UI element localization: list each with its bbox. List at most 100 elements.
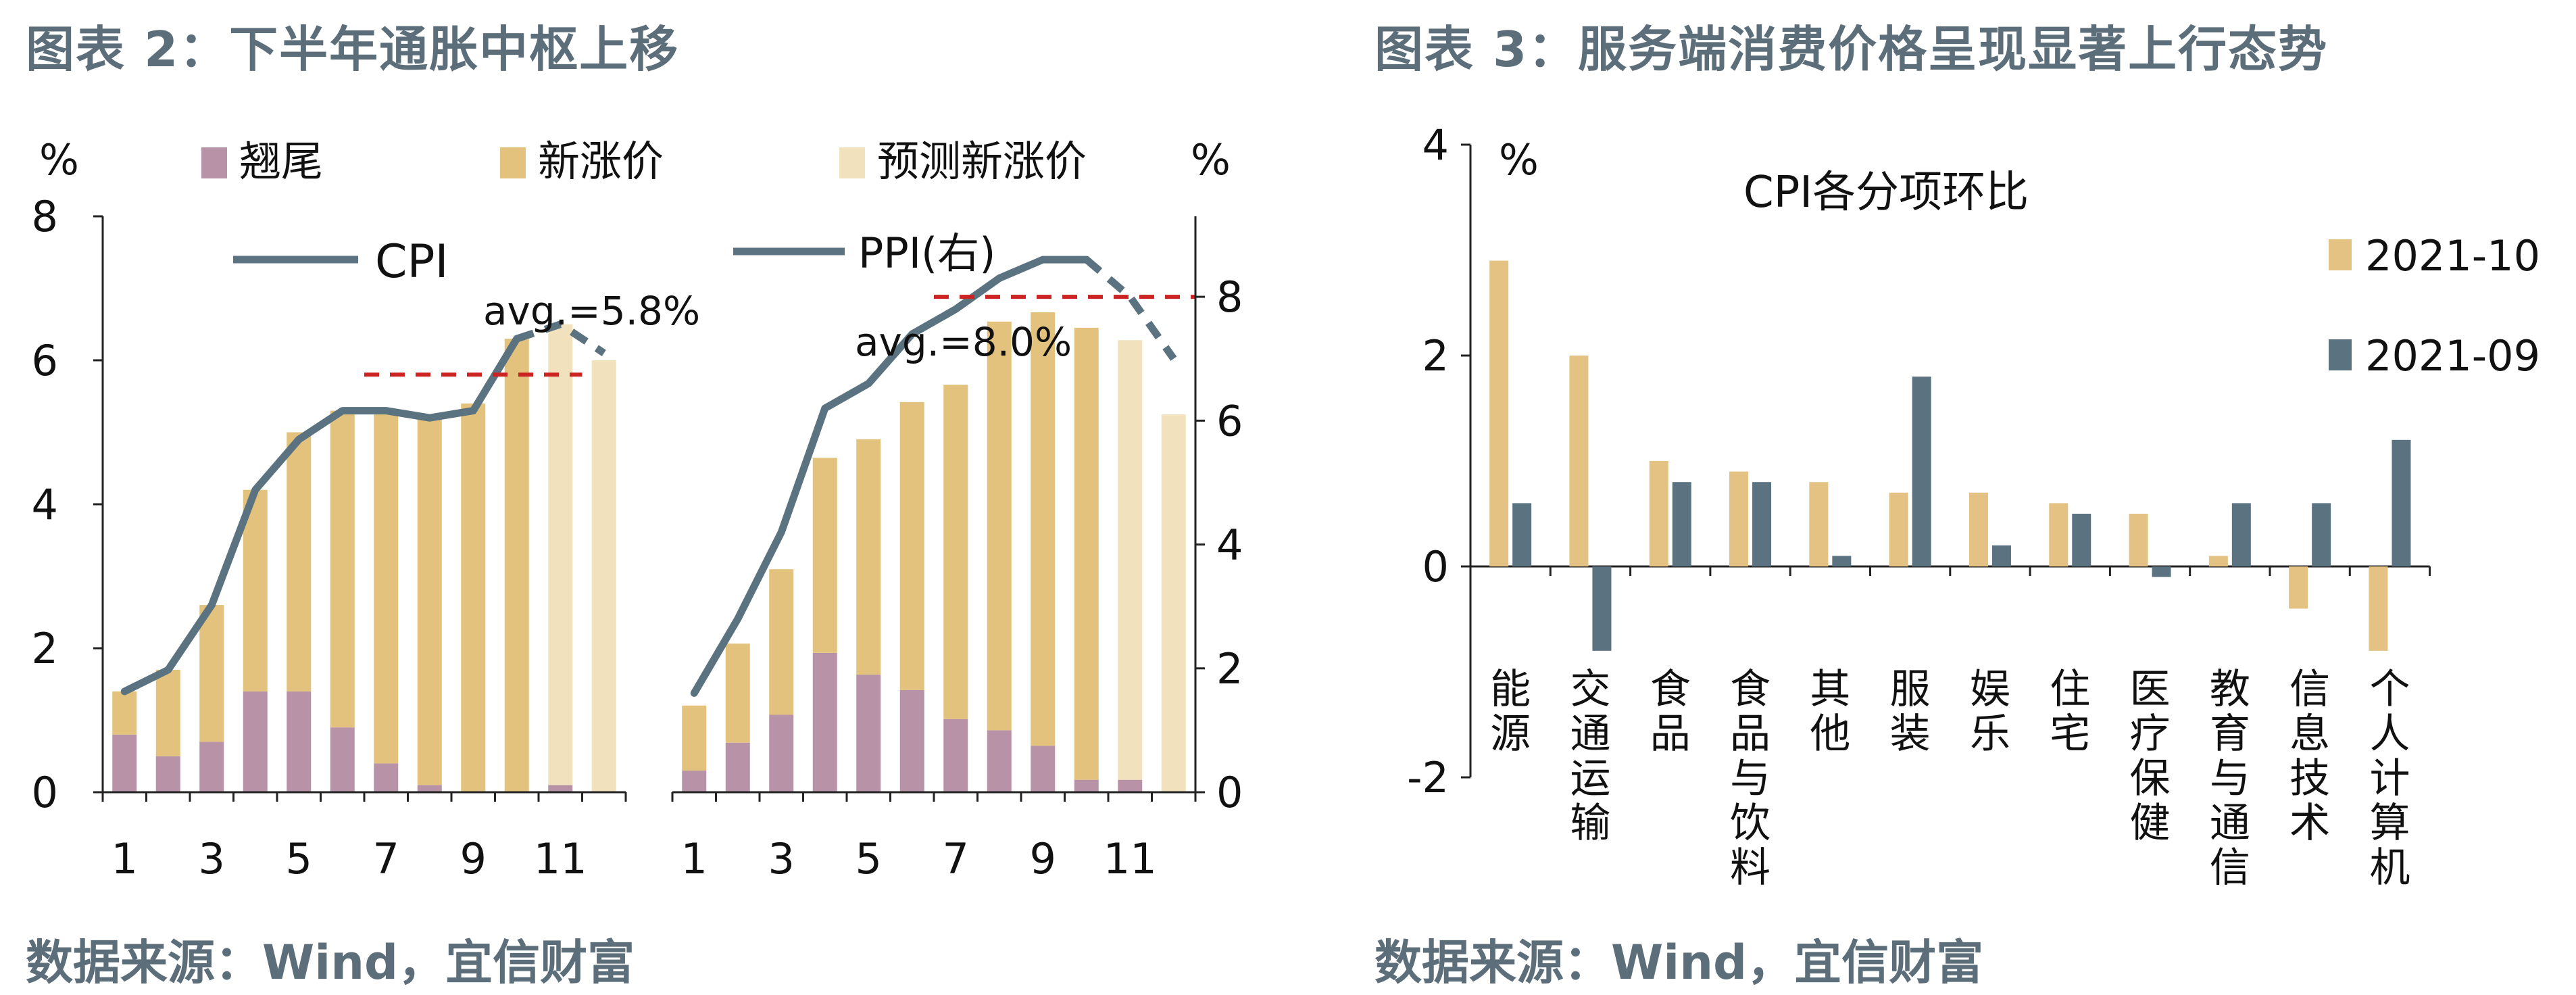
mom-bar-2021-10-娱乐 [1968,492,1988,566]
legend-swatch-翘尾 [201,147,227,178]
mom-category-label-char: 服 [1890,666,1931,713]
mom-category-label-char: 宅 [2050,710,2090,758]
mom-category-label-char: 乐 [1970,710,2010,758]
ppi-x-tick-label: 1 [681,834,708,883]
mom-category-label-char: 健 [2130,800,2171,847]
mom-category-label-char: 信 [2210,844,2250,892]
ppi-bar-翘尾-3 [769,714,794,792]
cpi-bar-新涨价-3 [199,605,224,742]
mom-bar-2021-09-食品与饮料 [1752,482,1772,566]
mom-bar-2021-09-个人计算机 [2392,439,2411,566]
cpi-y-tick-label: 8 [32,192,58,241]
ppi-bar-翘尾-2 [725,742,750,792]
legend-label-预测新涨价: 预测新涨价 [877,137,1087,186]
cpi-bar-翘尾-2 [155,756,180,792]
ppi-series-line [690,256,1091,697]
mom-legend-swatch-2021-10 [2329,239,2352,270]
cpi-bar-新涨价-4 [243,489,268,691]
mom-bar-2021-10-食品与饮料 [1729,471,1749,566]
ppi-bar-新涨价-9 [1031,312,1056,746]
cpi-y-tick-label: 4 [32,480,58,529]
cpi-bar-翘尾-8 [417,785,442,792]
cpi-bar-翘尾-11 [548,785,573,792]
ppi-y-unit: % [1191,135,1231,185]
mom-bar-2021-10-其他 [1809,482,1829,566]
mom-category-label-char: 机 [2369,844,2410,892]
ppi-bar-新涨价-3 [769,569,794,715]
mom-category-label-char: 技 [2289,755,2330,802]
mom-category-label-char: 源 [1490,710,1531,758]
mom-bar-2021-10-交通运输 [1569,356,1589,566]
ppi-bar-翘尾-8 [987,730,1012,792]
cpi-bar-新涨价-2 [155,669,180,756]
mom-category-label-char: 其 [1810,666,1850,713]
mom-y-unit: % [1499,135,1539,185]
ppi-bar-翘尾-5 [856,674,881,792]
ppi-y-tick-label: 0 [1216,768,1243,817]
cpi-bar-新涨价-8 [417,418,442,785]
ppi-y-tick-label: 2 [1216,644,1243,694]
ppi-bar-新涨价-6 [899,402,924,690]
mom-y-tick-label: -2 [1407,753,1449,802]
cpi-bar-翘尾-4 [243,691,268,792]
mom-bar-2021-09-教育与通信 [2231,503,2251,566]
mom-category-label-char: 饮 [1730,800,1770,847]
ppi-x-tick-label: 5 [856,834,882,883]
cpi-bar-新涨价-6 [330,410,355,728]
ppi-x-tick-label: 7 [943,834,969,883]
ppi-bar-翘尾-6 [899,689,924,792]
mom-category-label-char: 输 [1570,800,1610,847]
legend-label-新涨价: 新涨价 [538,137,664,186]
mom-category-label-char: 信 [2289,666,2330,713]
left-figure-title: 图表 2：下半年通胀中枢上移 [26,21,680,78]
cpi-bar-新涨价-5 [287,432,312,691]
mom-category-label-char: 交 [1570,666,1610,713]
ppi-bar-新涨价-1 [682,705,707,771]
mom-bar-2021-09-娱乐 [1991,545,2011,566]
ppi-bar-预测新涨价-12 [1161,414,1186,792]
mom-bar-2021-10-住宅 [2049,503,2069,566]
mom-bar-2021-10-服装 [1889,492,1908,566]
mom-bar-2021-10-能源 [1489,260,1509,566]
mom-category-label-char: 运 [1570,755,1610,802]
cpi-bar-预测新涨价-12 [591,360,616,792]
cpi-bar-新涨价-7 [374,410,399,764]
mom-category-label-char: 他 [1810,710,1850,758]
mom-bar-2021-09-信息技术 [2312,503,2331,566]
mom-category-label-char: 食 [1730,666,1770,713]
ppi-bar-新涨价-2 [725,644,750,743]
mom-y-tick-label: 2 [1422,331,1449,381]
mom-category-label-char: 装 [1890,710,1931,758]
ppi-bar-新涨价-8 [987,321,1012,731]
mom-category-label-char: 教 [2210,666,2250,713]
ppi-average-label: avg.=8.0% [855,319,1072,365]
cpi-bar-新涨价-10 [504,339,529,792]
mom-category-label-char: 食 [1650,666,1691,713]
mom-category-label-char: 疗 [2130,710,2171,758]
mom-category-label-char: 保 [2130,755,2171,802]
mom-category-label-char: 术 [2289,800,2330,847]
cpi-bar-翘尾-3 [199,742,224,792]
ppi-bar-新涨价-5 [856,439,881,675]
mom-bar-2021-09-能源 [1512,503,1532,566]
cpi-y-tick-label: 0 [32,768,58,817]
left-source-note: 数据来源：Wind，宜信财富 [26,935,635,990]
legend-label-翘尾: 翘尾 [239,137,323,186]
cpi-bar-翘尾-1 [112,734,137,792]
cpi-x-tick-label: 7 [373,834,399,883]
legend-swatch-预测新涨价 [839,147,865,178]
mom-bar-2021-09-服装 [1912,377,1931,566]
mom-category-label-char: 娱 [1970,666,2010,713]
mom-bar-2021-09-食品 [1672,482,1691,566]
cpi-x-tick-label: 5 [286,834,312,883]
cpi-bar-翘尾-5 [287,691,312,792]
ppi-bar-翘尾-1 [682,770,707,792]
ppi-x-tick-label: 3 [768,834,795,883]
ppi-x-tick-label: 9 [1030,834,1056,883]
ppi-bar-预测新涨价-11 [1118,340,1143,780]
cpi-x-tick-label: 9 [460,834,487,883]
cpi-average-label: avg.=5.8% [483,288,700,334]
mom-category-label-char: 医 [2130,666,2171,713]
cpi-x-tick-label: 3 [199,834,225,883]
